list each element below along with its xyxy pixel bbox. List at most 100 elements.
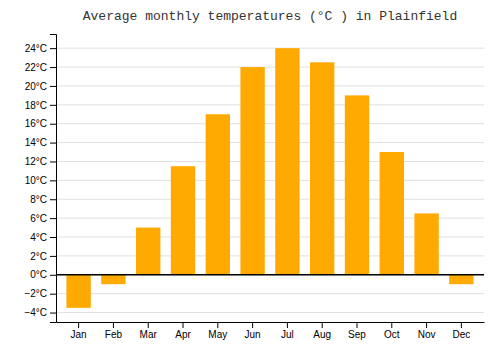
x-tick: Jan xyxy=(71,322,87,340)
grid-line xyxy=(56,123,484,124)
bar xyxy=(380,152,404,275)
x-tick: Aug xyxy=(313,322,331,340)
y-tick: 18°C xyxy=(25,100,56,111)
x-tick-label: Apr xyxy=(175,329,191,340)
y-tick-mark xyxy=(50,294,56,295)
grid-line xyxy=(56,180,484,181)
x-tick: Oct xyxy=(384,322,400,340)
y-tick-mark xyxy=(50,237,56,238)
y-tick-mark xyxy=(50,199,56,200)
y-tick-label: 2°C xyxy=(30,251,47,262)
y-tick-label: 20°C xyxy=(25,81,47,92)
x-tick: Jul xyxy=(281,322,294,340)
bar xyxy=(66,275,90,308)
x-tick: May xyxy=(208,322,227,340)
y-tick: 12°C xyxy=(25,156,56,167)
x-tick-label: Jan xyxy=(71,329,87,340)
x-tick-label: Jul xyxy=(281,329,294,340)
y-tick: 0°C xyxy=(30,269,56,280)
y-tick-label: 22°C xyxy=(25,62,47,73)
x-tick-mark xyxy=(217,322,218,328)
x-tick-mark xyxy=(356,322,357,328)
y-tick-label: 6°C xyxy=(30,213,47,224)
x-tick-label: Mar xyxy=(140,329,158,340)
bar xyxy=(171,166,195,275)
grid xyxy=(56,48,484,312)
x-tick-mark xyxy=(183,322,184,328)
y-tick-label: 24°C xyxy=(25,43,47,54)
bar xyxy=(101,275,125,284)
x-tick-mark xyxy=(322,322,323,328)
y-tick-mark xyxy=(50,86,56,87)
y-tick-label: 12°C xyxy=(25,156,47,167)
y-tick-mark xyxy=(50,48,56,49)
y-tick-mark xyxy=(50,256,56,257)
plot: −4°C −2°C 0°C 2°C 4°C 6°C 8°C 10°C 12°C 14°C 16°C 1… xyxy=(24,35,484,341)
x-tick: Feb xyxy=(105,322,123,340)
bar xyxy=(240,67,264,275)
y-tick: 2°C xyxy=(30,251,56,262)
grid-line xyxy=(56,104,484,105)
grid-line xyxy=(56,48,484,49)
grid-line xyxy=(56,312,484,313)
y-tick: 6°C xyxy=(30,213,56,224)
bar xyxy=(275,48,299,275)
bar xyxy=(345,95,369,274)
y-tick: 10°C xyxy=(25,175,56,186)
x-tick: Apr xyxy=(175,322,191,340)
y-tick-label: −2°C xyxy=(24,288,47,299)
grid-line xyxy=(56,274,484,275)
y-tick: 24°C xyxy=(25,43,56,54)
grid-line xyxy=(56,142,484,143)
x-tick-mark xyxy=(461,322,462,328)
bar xyxy=(206,114,230,275)
y-tick-mark xyxy=(50,218,56,219)
x-tick-mark xyxy=(148,322,149,328)
x-tick: Jun xyxy=(245,322,261,340)
y-tick-label: 4°C xyxy=(30,232,47,243)
x-tick-label: May xyxy=(208,329,227,340)
grid-line xyxy=(56,199,484,200)
x-tick: Nov xyxy=(418,322,436,340)
x-tick-mark xyxy=(78,322,79,328)
x-tick: Mar xyxy=(140,322,158,340)
x-tick-label: Nov xyxy=(418,329,436,340)
y-tick-mark xyxy=(50,275,56,276)
x-tick: Dec xyxy=(452,322,470,340)
x-tick-mark xyxy=(252,322,253,328)
grid-line xyxy=(56,85,484,86)
y-tick-label: 18°C xyxy=(25,100,47,111)
y-tick-label: 14°C xyxy=(25,137,47,148)
y-tick-label: 16°C xyxy=(25,118,47,129)
chart: −4°C −2°C 0°C 2°C 4°C 6°C 8°C 10°C 12°C 14°C 16°C 1… xyxy=(0,0,500,350)
x-tick-mark xyxy=(426,322,427,328)
y-tick: 8°C xyxy=(30,194,56,205)
bar xyxy=(310,62,334,274)
x-tick-label: Oct xyxy=(384,329,400,340)
x-axis: JanFebMarAprMayJunJulAugSepOctNovDec xyxy=(57,322,485,340)
grid-line xyxy=(56,67,484,68)
y-tick: 22°C xyxy=(25,62,56,73)
y-tick-label: 8°C xyxy=(30,194,47,205)
y-tick-mark xyxy=(50,105,56,106)
bar xyxy=(136,228,160,275)
y-tick: −4°C xyxy=(24,307,56,318)
y-axis: −4°C −2°C 0°C 2°C 4°C 6°C 8°C 10°C 12°C 14°C 16°C 1… xyxy=(24,35,56,323)
x-tick-label: Feb xyxy=(105,329,123,340)
x-tick-mark xyxy=(287,322,288,328)
y-tick-mark xyxy=(50,124,56,125)
x-tick-mark xyxy=(391,322,392,328)
x-tick-label: Aug xyxy=(313,329,331,340)
y-tick-mark xyxy=(50,313,56,314)
x-tick-label: Dec xyxy=(452,329,470,340)
bar xyxy=(449,275,473,284)
grid-line xyxy=(56,293,484,294)
y-axis-line xyxy=(50,35,57,323)
zero-line xyxy=(56,274,484,276)
title: Average monthly temperatures (°C ) in Pl… xyxy=(83,9,457,24)
grid-line xyxy=(56,161,484,162)
x-axis-line xyxy=(57,322,485,323)
y-tick-mark xyxy=(50,143,56,144)
bar xyxy=(414,213,438,274)
x-tick-mark xyxy=(113,322,114,328)
